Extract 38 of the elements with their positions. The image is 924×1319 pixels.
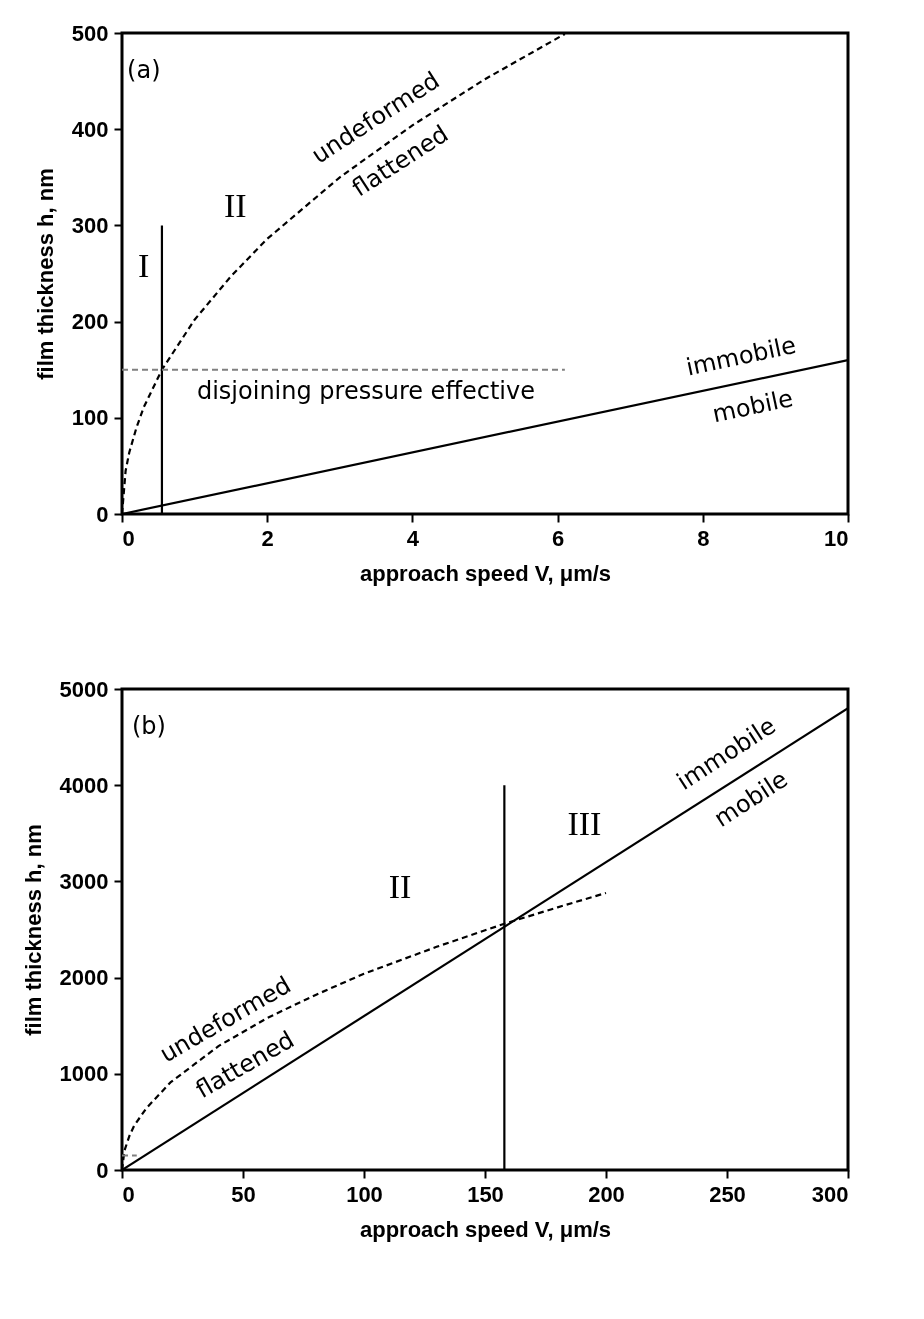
y-tick-label: 0 [96,1157,109,1183]
x-tick-label: 8 [697,525,710,551]
x-tick-label: 200 [588,1181,625,1207]
annotation: (a) [127,56,161,85]
y-tick-label: 300 [71,212,109,238]
y-axis-title: film thickness h, nm [20,824,46,1036]
y-tick-label: 3000 [59,868,109,894]
annotation: I [138,246,150,284]
y-tick-label: 4000 [59,772,109,798]
x-tick-label: 6 [551,525,565,551]
x-tick-label: 100 [346,1181,383,1207]
y-axis-title: film thickness h, nm [32,168,58,380]
x-tick-label: 2 [261,525,274,551]
y-tick-label: 200 [71,309,109,335]
x-axis-title: approach speed V, μm/s [359,560,612,586]
y-tick-label: 1000 [59,1061,109,1087]
x-tick-label: 10 [824,525,849,551]
annotation: mobile [709,384,796,429]
annotation: II [223,187,247,225]
annotation: II [388,867,412,905]
x-tick-label: 250 [709,1181,746,1207]
y-tick-label: 400 [71,116,109,142]
annotation: (b) [131,712,166,741]
y-tick-label: 0 [96,501,109,527]
y-tick-label: 500 [71,20,109,46]
annotation: disjoining pressure effective [196,376,535,405]
x-tick-label: 50 [231,1181,256,1207]
annotation: III [567,804,602,842]
x-tick-label: 0 [122,1181,135,1207]
x-tick-label: 150 [467,1181,504,1207]
x-tick-label: 300 [811,1181,849,1207]
annotation: immobile [683,330,799,382]
y-tick-label: 2000 [59,965,109,991]
y-tick-label: 5000 [59,676,109,702]
y-tick-label: 100 [71,405,109,431]
x-tick-label: 0 [122,525,135,551]
x-tick-label: 4 [406,525,420,551]
x-axis-title: approach speed V, μm/s [359,1216,612,1242]
